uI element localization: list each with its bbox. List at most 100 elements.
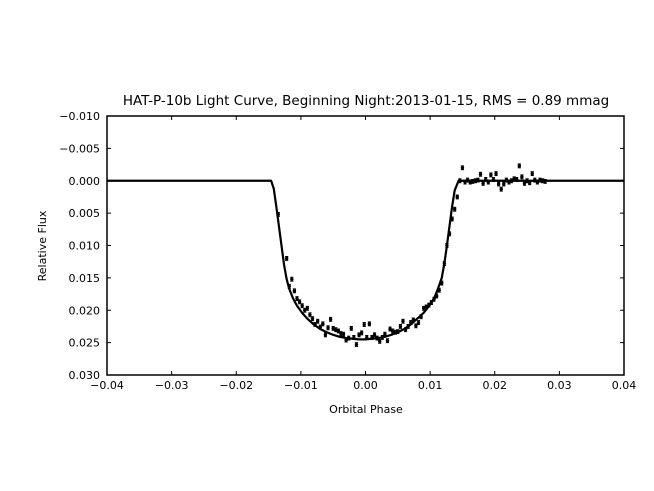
x-tick-label: −0.04 bbox=[90, 379, 124, 392]
data-marker bbox=[491, 177, 496, 182]
data-point bbox=[393, 329, 397, 335]
data-point bbox=[429, 300, 434, 305]
data-point bbox=[372, 332, 377, 338]
y-axis-label: Relative Flux bbox=[36, 210, 49, 281]
data-marker bbox=[460, 166, 465, 170]
data-marker bbox=[411, 318, 416, 322]
data-marker bbox=[276, 212, 280, 217]
data-point bbox=[390, 328, 395, 334]
data-marker bbox=[339, 331, 343, 336]
data-marker bbox=[398, 324, 403, 329]
data-point bbox=[517, 163, 522, 169]
data-point bbox=[414, 323, 418, 329]
data-point bbox=[362, 322, 366, 327]
x-tick-label: −0.03 bbox=[155, 379, 189, 392]
data-point bbox=[468, 179, 472, 185]
data-marker bbox=[328, 317, 333, 322]
data-marker bbox=[318, 325, 322, 329]
data-marker bbox=[507, 180, 511, 184]
data-point bbox=[339, 331, 343, 337]
data-marker bbox=[406, 324, 410, 329]
data-point bbox=[416, 320, 421, 325]
data-point bbox=[494, 171, 498, 177]
data-marker bbox=[540, 179, 545, 183]
data-marker bbox=[450, 217, 454, 221]
data-point bbox=[313, 322, 317, 327]
y-tick-label: −0.010 bbox=[59, 110, 100, 123]
data-point bbox=[434, 293, 439, 299]
data-marker bbox=[473, 179, 478, 183]
data-point bbox=[527, 180, 532, 186]
data-marker bbox=[378, 339, 382, 344]
data-marker bbox=[527, 180, 532, 185]
data-point bbox=[344, 337, 348, 343]
data-point bbox=[533, 177, 537, 183]
data-point bbox=[341, 331, 346, 337]
data-point bbox=[310, 316, 315, 322]
y-tick-label: 0.030 bbox=[69, 369, 101, 382]
data-marker bbox=[520, 175, 524, 179]
data-point bbox=[375, 335, 379, 341]
data-marker bbox=[341, 332, 346, 336]
data-point bbox=[496, 181, 501, 187]
data-point bbox=[388, 326, 392, 332]
data-point bbox=[540, 178, 545, 184]
y-tick-label: 0.005 bbox=[69, 207, 101, 220]
x-tick-label: 0.04 bbox=[612, 379, 637, 392]
data-point bbox=[284, 256, 289, 261]
data-point bbox=[403, 327, 408, 333]
data-marker bbox=[416, 320, 421, 325]
data-marker bbox=[476, 178, 480, 182]
data-point bbox=[383, 331, 387, 337]
data-marker bbox=[380, 335, 385, 340]
data-marker bbox=[344, 338, 348, 342]
data-marker bbox=[496, 182, 501, 186]
data-point bbox=[507, 179, 511, 185]
data-marker bbox=[502, 182, 506, 186]
data-point bbox=[406, 323, 410, 329]
data-point bbox=[328, 316, 333, 322]
data-marker bbox=[419, 315, 423, 319]
data-marker bbox=[362, 322, 366, 327]
data-point bbox=[478, 171, 483, 177]
data-point bbox=[512, 176, 516, 182]
data-marker bbox=[463, 180, 467, 184]
data-marker bbox=[421, 306, 426, 311]
data-marker bbox=[455, 195, 459, 199]
data-point bbox=[445, 243, 449, 248]
data-marker bbox=[512, 177, 516, 181]
data-marker bbox=[308, 313, 312, 317]
data-point bbox=[367, 321, 372, 327]
data-marker bbox=[471, 179, 475, 184]
data-point bbox=[305, 305, 310, 311]
data-marker bbox=[458, 179, 462, 183]
data-point bbox=[530, 171, 534, 177]
x-axis-label: Orbital Phase bbox=[329, 403, 403, 416]
data-marker bbox=[365, 335, 369, 340]
data-marker bbox=[429, 300, 434, 305]
data-marker bbox=[530, 171, 534, 176]
data-marker bbox=[522, 181, 527, 186]
plot-frame bbox=[106, 115, 625, 376]
data-marker bbox=[323, 333, 328, 337]
data-point bbox=[336, 328, 341, 334]
data-point bbox=[432, 296, 436, 302]
data-marker bbox=[321, 322, 325, 326]
data-marker bbox=[295, 296, 299, 301]
data-point bbox=[398, 323, 403, 329]
data-point bbox=[354, 342, 359, 348]
data-point bbox=[489, 172, 493, 178]
data-point bbox=[509, 178, 514, 184]
data-point bbox=[543, 178, 547, 184]
data-marker bbox=[336, 329, 341, 333]
data-marker bbox=[533, 178, 537, 182]
data-marker bbox=[326, 326, 330, 330]
data-marker bbox=[303, 308, 307, 312]
data-marker bbox=[509, 179, 514, 183]
data-marker bbox=[535, 180, 540, 184]
data-point bbox=[538, 177, 542, 183]
data-marker bbox=[359, 331, 364, 335]
y-tick-label: 0.015 bbox=[69, 272, 101, 285]
data-marker bbox=[315, 319, 320, 323]
